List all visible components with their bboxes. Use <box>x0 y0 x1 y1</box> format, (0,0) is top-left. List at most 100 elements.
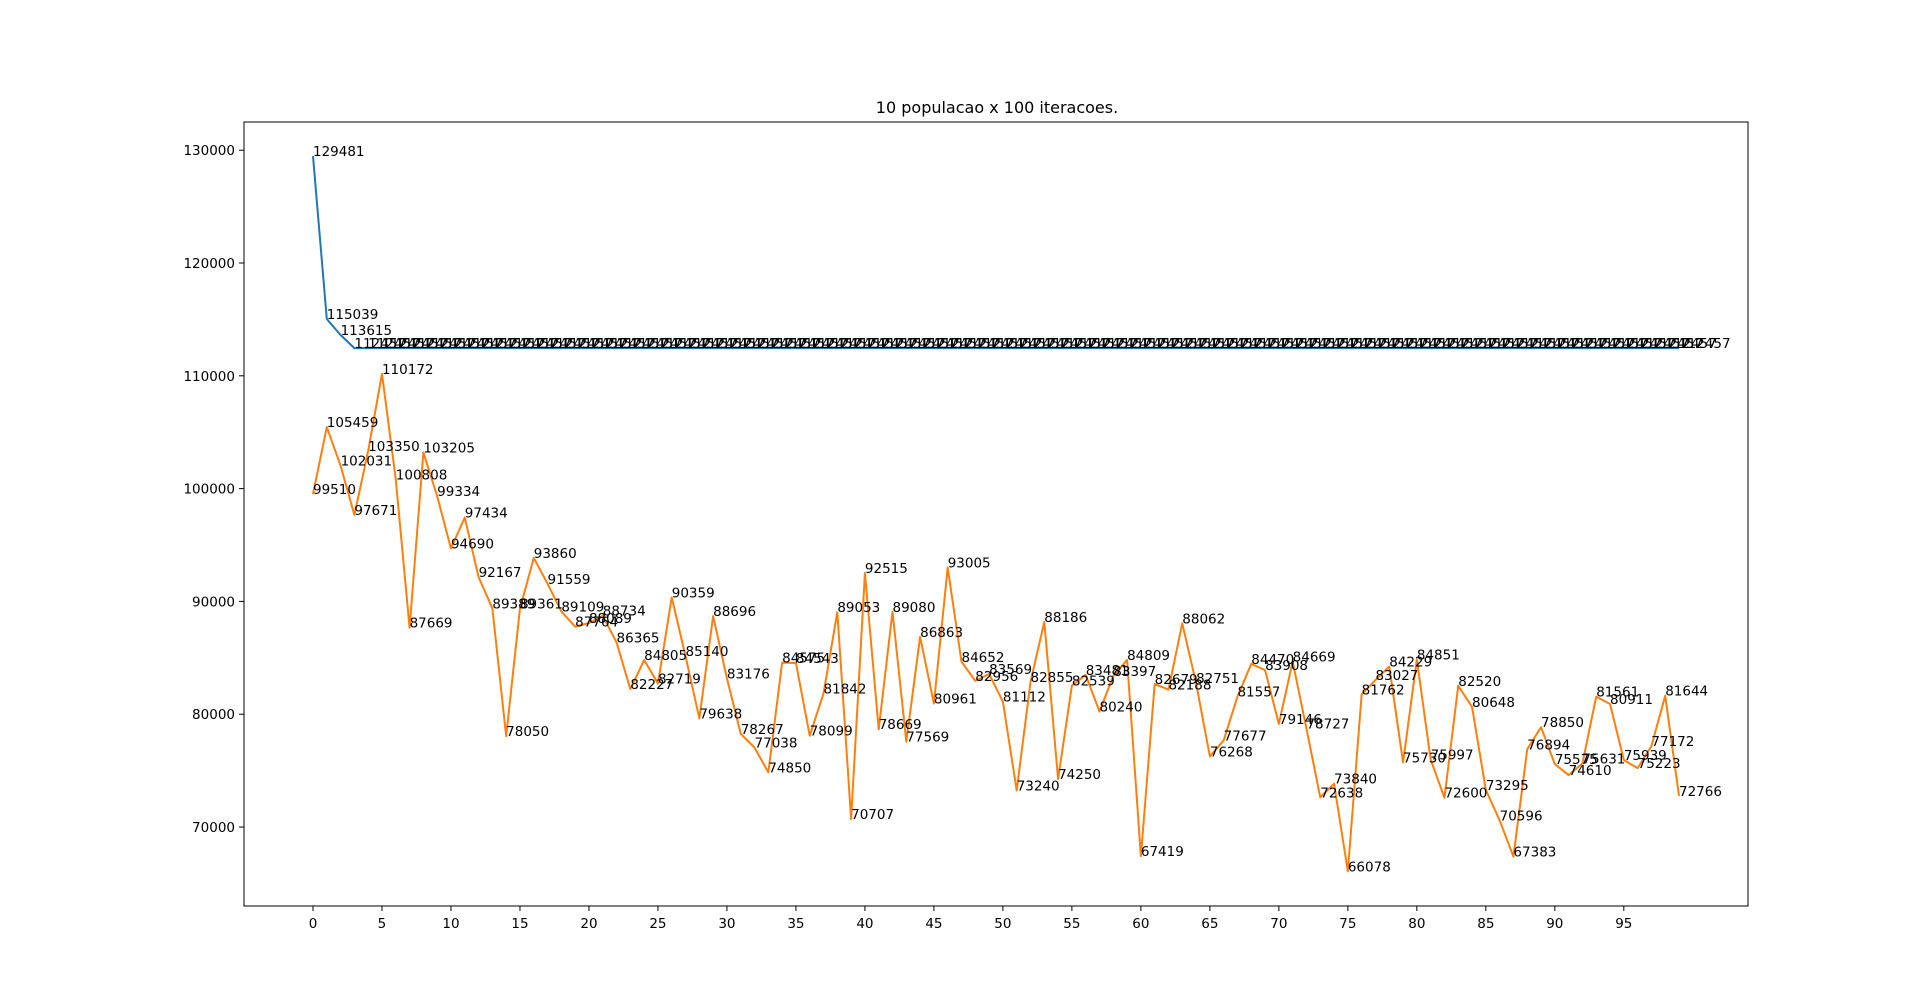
data-label: 67419 <box>1141 844 1184 860</box>
x-tick-label: 5 <box>378 916 387 932</box>
data-label: 112457 <box>506 336 558 352</box>
data-label: 112457 <box>686 336 738 352</box>
data-label: 112457 <box>1541 336 1593 352</box>
data-label: 112457 <box>1624 336 1676 352</box>
data-label: 112457 <box>534 336 586 352</box>
x-tick-label: 80 <box>1408 916 1425 932</box>
data-label: 112457 <box>1527 336 1579 352</box>
data-label: 66078 <box>1348 859 1391 875</box>
x-tick-label: 25 <box>649 916 666 932</box>
data-label: 83481 <box>1086 663 1129 679</box>
data-label: 88696 <box>713 604 756 620</box>
data-label: 97434 <box>465 506 508 522</box>
data-label: 77038 <box>755 736 798 752</box>
data-label: 73840 <box>1334 772 1377 788</box>
x-tick-label: 40 <box>856 916 873 932</box>
data-label: 112457 <box>644 336 696 352</box>
series-1: 99510 105459 102031 97671 103350 110172 100808… <box>312 362 1722 875</box>
data-label: 112457 <box>548 336 600 352</box>
data-label: 72600 <box>1444 786 1487 802</box>
data-label: 112457 <box>479 336 531 352</box>
data-label: 112457 <box>1334 336 1386 352</box>
data-label: 74610 <box>1569 763 1612 779</box>
data-label: 112457 <box>920 336 972 352</box>
data-label: 99510 <box>313 482 356 498</box>
data-label: 112457 <box>1513 336 1565 352</box>
data-label: 87764 <box>575 615 618 631</box>
x-tick-label: 90 <box>1546 916 1563 932</box>
data-label: 112457 <box>1210 336 1262 352</box>
data-label: 73295 <box>1486 778 1529 794</box>
data-label: 112457 <box>354 336 406 352</box>
data-label: 81561 <box>1596 685 1639 701</box>
data-label: 112457 <box>1003 336 1055 352</box>
data-label: 112457 <box>396 336 448 352</box>
data-label: 112457 <box>1099 336 1151 352</box>
data-label: 82539 <box>1072 674 1115 690</box>
x-tick-label: 70 <box>1270 916 1287 932</box>
data-label: 82751 <box>1196 671 1239 687</box>
data-label: 112457 <box>1320 336 1372 352</box>
data-label: 77569 <box>906 730 949 746</box>
data-label: 112457 <box>451 336 503 352</box>
data-label: 81644 <box>1665 684 1708 700</box>
x-tick-label: 95 <box>1615 916 1632 932</box>
data-label: 112457 <box>1389 336 1441 352</box>
data-label: 78267 <box>741 722 784 738</box>
data-label: 112457 <box>1638 336 1690 352</box>
data-label: 112457 <box>520 336 572 352</box>
data-label: 75997 <box>1431 747 1474 763</box>
data-label: 112457 <box>796 336 848 352</box>
series-1-line <box>312 372 1681 873</box>
x-tick-label: 75 <box>1339 916 1356 932</box>
y-tick-label: 90000 <box>192 594 235 610</box>
data-label: 129481 <box>313 144 365 160</box>
data-label: 112457 <box>492 336 544 352</box>
data-label: 77677 <box>1224 728 1267 744</box>
data-label: 80911 <box>1610 692 1653 708</box>
data-label: 78669 <box>879 717 922 733</box>
data-label: 112457 <box>1182 336 1234 352</box>
data-label: 82520 <box>1458 674 1501 690</box>
data-label: 72638 <box>1320 785 1363 801</box>
y-tick-label: 80000 <box>192 707 235 723</box>
data-label: 78850 <box>1541 715 1584 731</box>
data-label: 103350 <box>368 439 420 455</box>
data-label: 112457 <box>658 336 710 352</box>
data-label: 84543 <box>796 651 839 667</box>
data-label: 88062 <box>1182 611 1225 627</box>
data-label: 77172 <box>1651 734 1694 750</box>
data-label: 93005 <box>948 556 991 572</box>
data-label: 112457 <box>1403 336 1455 352</box>
data-label: 112457 <box>1017 336 1069 352</box>
data-label: 112457 <box>589 336 641 352</box>
data-label: 88186 <box>1044 610 1087 626</box>
x-tick-label: 15 <box>511 916 528 932</box>
data-label: 112457 <box>1651 336 1703 352</box>
data-label: 75575 <box>1555 752 1598 768</box>
x-tick-label: 0 <box>309 916 318 932</box>
data-label: 112457 <box>1127 336 1179 352</box>
data-label: 78050 <box>506 724 549 740</box>
data-label: 84809 <box>1127 648 1170 664</box>
data-label: 112457 <box>1265 336 1317 352</box>
data-label: 112457 <box>727 336 779 352</box>
data-label: 112457 <box>865 336 917 352</box>
data-label: 88089 <box>589 611 632 627</box>
data-label: 84229 <box>1389 655 1432 671</box>
data-label: 105459 <box>327 415 379 431</box>
data-label: 112457 <box>1569 336 1621 352</box>
data-label: 112457 <box>741 336 793 352</box>
data-label: 89389 <box>492 596 535 612</box>
data-label: 84652 <box>962 650 1005 666</box>
data-label: 87669 <box>410 616 453 632</box>
data-label: 112457 <box>713 336 765 352</box>
data-label: 112457 <box>879 336 931 352</box>
data-label: 92167 <box>479 565 522 581</box>
data-label: 112457 <box>1596 336 1648 352</box>
data-label: 78099 <box>810 724 853 740</box>
data-label: 74850 <box>768 760 811 776</box>
data-label: 112457 <box>1072 336 1124 352</box>
x-tick-label: 20 <box>580 916 597 932</box>
data-label: 79638 <box>699 706 742 722</box>
